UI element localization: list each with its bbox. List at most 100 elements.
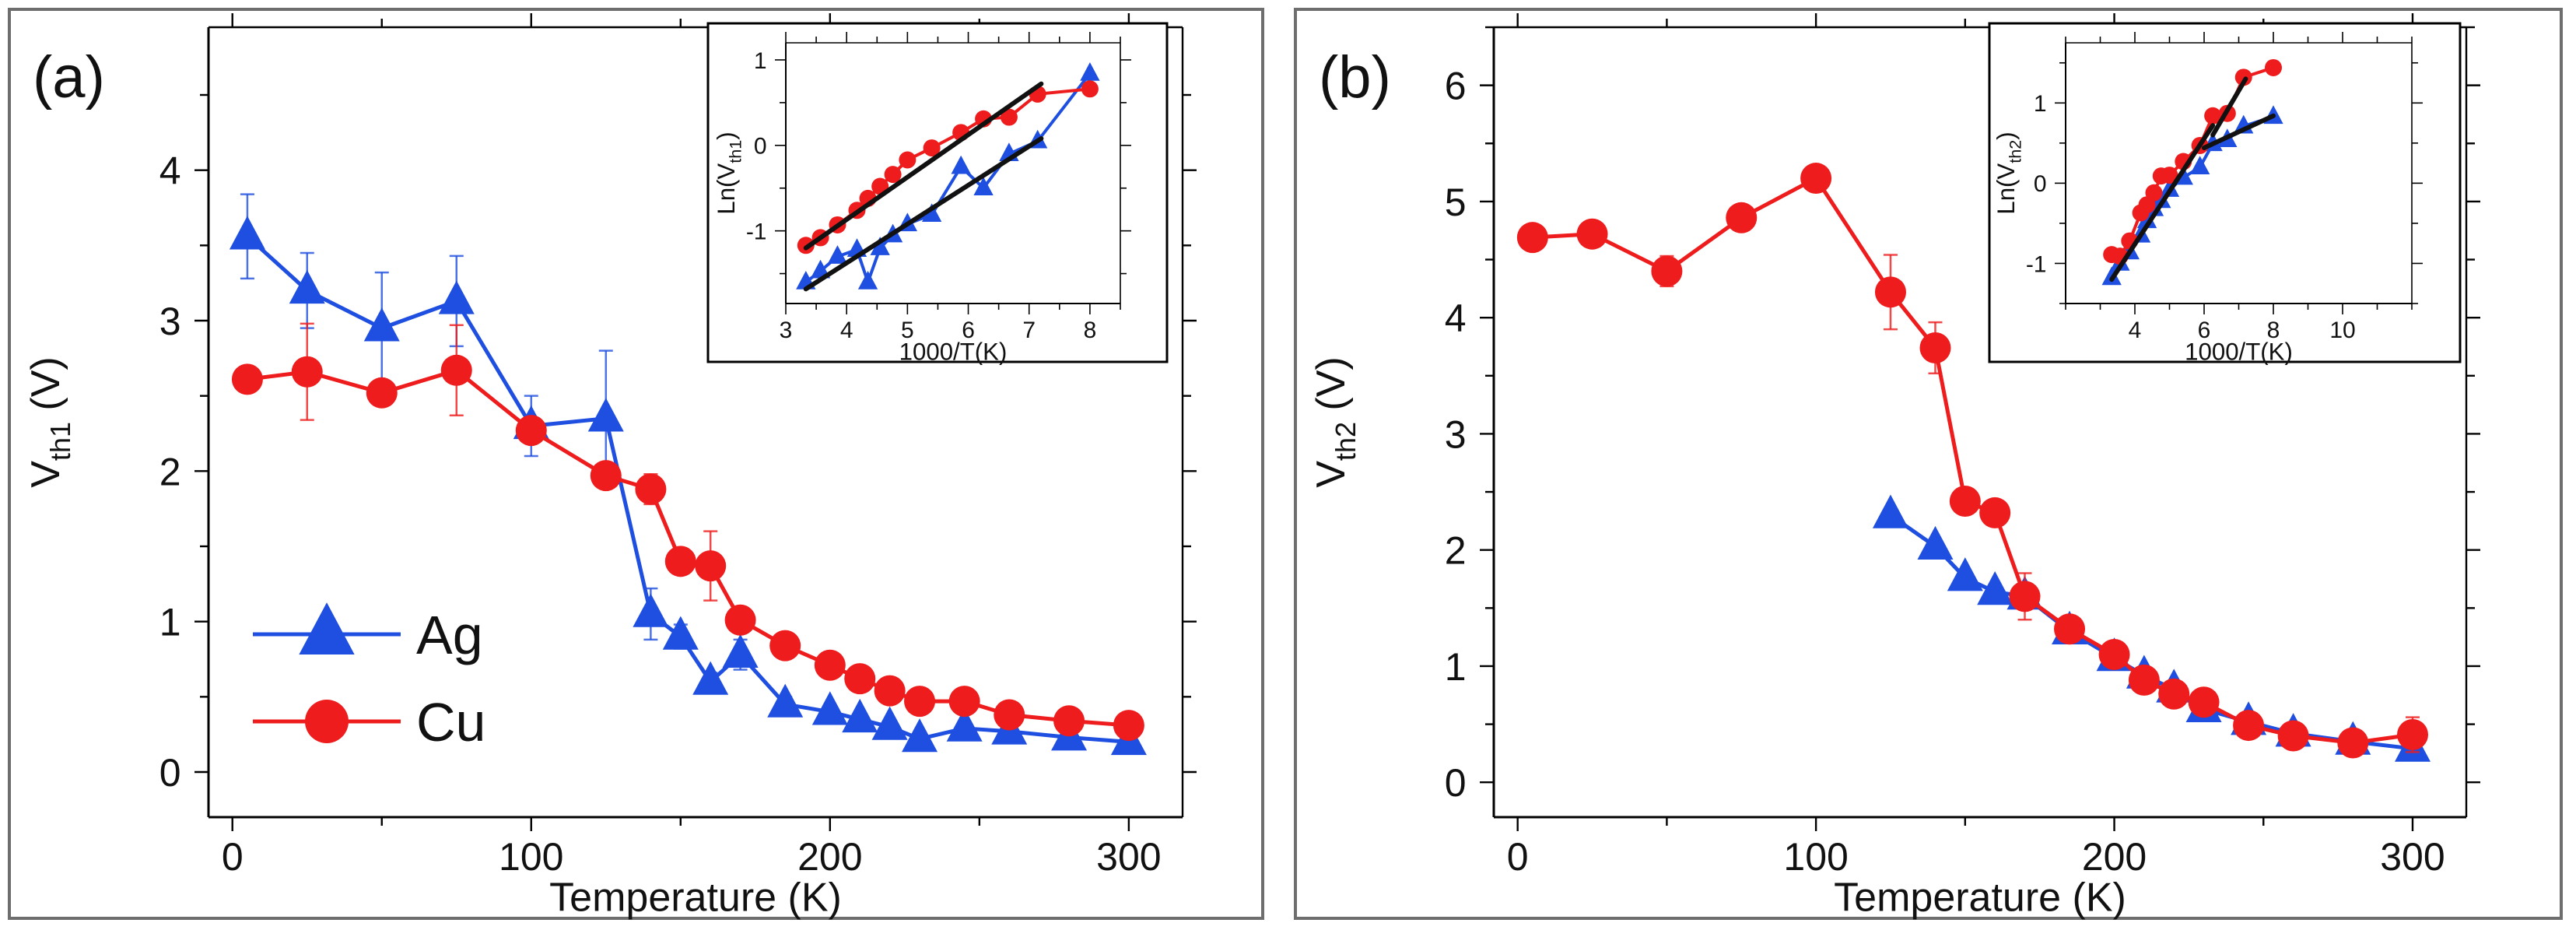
x-tick-label: 300	[2380, 835, 2445, 879]
y-axis-label-base: V	[23, 461, 68, 488]
y-axis-label-subscript: th2	[1330, 422, 1362, 461]
series-line	[1889, 513, 2413, 751]
y-tick-label: 2	[1445, 529, 1467, 573]
x-tick-label: 8	[2267, 318, 2280, 343]
data-point	[635, 473, 667, 505]
data-point	[2136, 209, 2157, 229]
x-tick-label: 10	[2329, 318, 2355, 343]
x-tick-label: 3	[780, 318, 793, 343]
y-axis-label-subscript: th1	[44, 422, 76, 461]
data-point	[2188, 686, 2220, 718]
y-tick-label: 0	[1445, 761, 1467, 805]
data-point	[902, 718, 938, 753]
data-point	[1000, 108, 1018, 126]
data-point	[2098, 639, 2130, 671]
y-tick-label: 0	[2034, 171, 2047, 197]
data-point	[1800, 163, 1832, 195]
y-axis-label-base: Ln(V	[713, 163, 740, 215]
data-point	[871, 706, 908, 740]
data-point	[1979, 497, 2011, 528]
y-tick-label: 0	[754, 134, 767, 160]
x-axis-label: Temperature (K)	[549, 876, 842, 921]
data-point	[590, 460, 622, 492]
data-point	[811, 691, 848, 725]
legend-label-cu: Cu	[416, 692, 485, 753]
data-point	[921, 203, 942, 223]
y-axis-label-suffix: )	[1992, 132, 2020, 139]
y-tick-label: 5	[1445, 181, 1467, 224]
y-axis-label: Ln(Vth1)	[713, 132, 745, 214]
panel-frame	[8, 8, 1264, 920]
y-tick-label: 1	[1445, 645, 1467, 689]
data-point	[1726, 202, 1758, 233]
data-point	[1977, 571, 2013, 605]
y-tick-label: 2	[159, 450, 181, 493]
y-tick-label: 1	[2034, 91, 2047, 117]
data-point	[844, 663, 876, 695]
x-tick-label: 6	[2198, 318, 2211, 343]
data-point	[1651, 255, 1683, 287]
y-tick-label: 1	[754, 48, 767, 74]
data-point	[2161, 167, 2178, 184]
x-tick-label: 6	[962, 318, 975, 343]
data-point	[2337, 727, 2369, 759]
data-point	[1080, 62, 1100, 81]
legend-marker	[305, 700, 349, 743]
x-tick-label: 4	[840, 318, 853, 343]
y-tick-label: 6	[1445, 65, 1467, 108]
y-axis-label-suffix: (V)	[1309, 356, 1354, 422]
y-axis-label: Vth1 (V)	[23, 356, 76, 488]
inset: 3 4 5 6 7 8 -1 0 1 1000/T(K) Ln(Vth1)	[706, 22, 1169, 366]
main-plot: 0 100 200 300 0 1 2 3 4 Temperature (K) Vth1 (V)	[23, 13, 1197, 921]
data-point	[2234, 68, 2252, 86]
x-axis-label: 1000/T(K)	[899, 339, 1008, 366]
data-point	[664, 546, 696, 577]
y-tick-label: -1	[2026, 251, 2047, 277]
data-point	[948, 686, 980, 718]
data-point	[1919, 332, 1951, 363]
inset: 4 6 8 10 -1 0 1 1000/T(K) Ln(Vth2)	[1988, 22, 2462, 366]
x-tick-label: 300	[1096, 835, 1161, 879]
panel-a: (a) 0 100 200 300 0 1 2 3 4 Temperature (K) Vth1 (V…	[8, 8, 1264, 921]
data-point	[870, 237, 890, 255]
data-point	[2128, 664, 2160, 696]
data-point	[1949, 486, 1981, 517]
data-point	[662, 616, 699, 650]
y-axis-label-subscript: th2	[2005, 140, 2024, 163]
data-point	[692, 661, 729, 695]
data-point	[2009, 581, 2041, 612]
data-point	[1113, 710, 1144, 742]
y-axis-label: Vth2 (V)	[1309, 356, 1362, 488]
data-point	[2233, 710, 2265, 742]
x-tick-label: 200	[797, 835, 862, 879]
data-point	[827, 245, 848, 264]
data-point	[2190, 156, 2210, 175]
data-point	[899, 151, 916, 169]
data-point	[2054, 613, 2086, 645]
x-axis-label: Temperature (K)	[1834, 876, 2126, 921]
fit-line	[2202, 113, 2276, 151]
x-axis-label: 1000/T(K)	[2185, 339, 2293, 366]
data-point	[2158, 678, 2190, 710]
y-axis-label-subscript: th1	[725, 140, 745, 163]
data-point	[1516, 222, 1548, 254]
inset-frame	[706, 22, 1169, 363]
data-point	[1872, 494, 1908, 528]
data-point	[842, 698, 878, 733]
data-point	[951, 155, 971, 174]
x-tick-label: 4	[2129, 318, 2142, 343]
legend-marker	[299, 602, 355, 655]
data-point	[1874, 276, 1906, 308]
y-tick-label: 4	[1445, 297, 1467, 340]
data-point	[633, 593, 669, 627]
data-point	[769, 630, 801, 662]
data-point	[1917, 525, 1954, 560]
data-point	[2151, 189, 2171, 209]
data-point	[973, 177, 994, 195]
y-tick-label: 0	[159, 751, 181, 795]
y-tick-label: 4	[159, 149, 181, 193]
y-tick-label: 3	[159, 300, 181, 343]
